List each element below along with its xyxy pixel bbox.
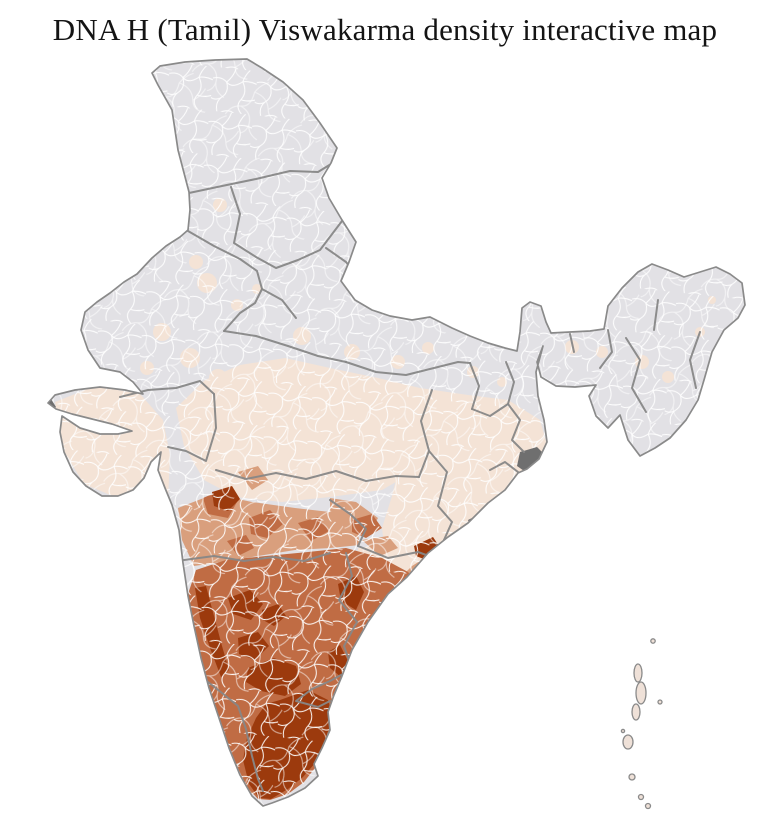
andaman-nicobar-islands <box>620 638 663 810</box>
andaman-island-shapes <box>620 638 663 810</box>
page-title: DNA H (Tamil) Viswakarma density interac… <box>52 12 718 47</box>
